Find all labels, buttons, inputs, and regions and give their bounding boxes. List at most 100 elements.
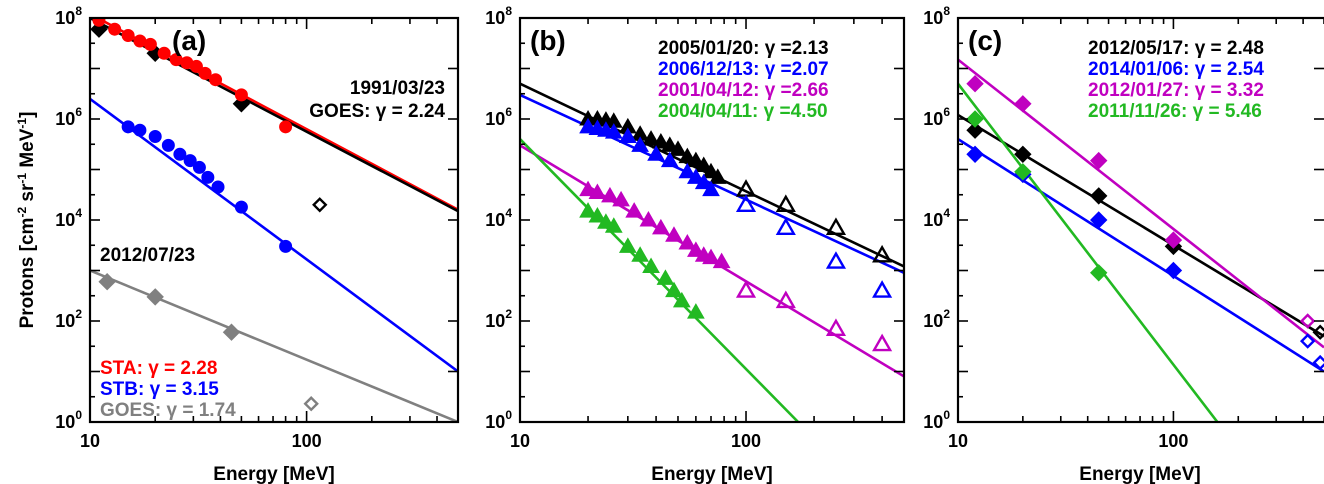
- panel-b-series-2-point: [660, 151, 679, 168]
- panel-a-series-3-point: [279, 239, 293, 253]
- panel-b-series-3-point: [687, 241, 705, 257]
- panel-c-series-2-open-point: [1312, 354, 1324, 371]
- panel-c-y-tick-label: 100: [923, 408, 950, 432]
- panel-c-series-3-point: [1164, 231, 1183, 249]
- panel-b-series-3-open-point: [775, 290, 796, 309]
- panel-b-series-2-point: [604, 123, 623, 139]
- panel-a-y-tick-label: 104: [55, 206, 82, 230]
- panel-a-series-3-point: [148, 130, 162, 144]
- panel-b-series-4-point: [604, 217, 623, 233]
- panel-a-series-2-point: [121, 29, 135, 43]
- panel-c-series-3-point: [966, 74, 984, 93]
- panel-c-series-3-open-point: [1299, 313, 1316, 329]
- panel-c-series-2-point: [966, 145, 984, 164]
- panel-b-series-1-point: [687, 151, 705, 168]
- panel-a-series-3-point: [121, 120, 135, 134]
- panel-a-series-3-point: [173, 147, 187, 161]
- panel-a-series-4-open-point: [303, 396, 319, 412]
- panel-b-series-4-point: [665, 281, 683, 298]
- panel-a-series-3-point: [234, 200, 248, 214]
- panel-b-series-2-open-point: [872, 280, 893, 298]
- panel-a-series-3-point: [211, 180, 225, 194]
- panel-b-series-4-point: [631, 246, 649, 262]
- panel-b-series-3-point: [625, 202, 644, 218]
- panel-a-series-4-point: [98, 272, 116, 291]
- panel-a-series-3-point: [192, 160, 206, 174]
- panel-c-series-4-point: [966, 110, 984, 128]
- panel-b-legend-4: 2004/04/11: γ =4.50: [658, 101, 828, 122]
- panel-b-series-2-open-point: [735, 194, 757, 212]
- panel-a-y-tick-label: 108: [55, 4, 82, 28]
- panel-b-series-1-point: [669, 140, 687, 156]
- panel-a-series-2-point: [198, 66, 212, 80]
- panel-b-series-2-point: [631, 136, 649, 152]
- panel-c-series-2-point: [1090, 211, 1108, 229]
- panel-c-x-tick-label: 10: [948, 431, 968, 451]
- panel-a-series-2-point: [108, 22, 122, 36]
- panel-b-series-4-point: [672, 291, 691, 308]
- panel-a-annotation-gamma: GOES: γ = 2.24: [309, 101, 445, 122]
- panel-c-series-1-open-point: [1312, 324, 1324, 340]
- panel-b-series-2-point: [647, 145, 665, 161]
- panel-b-series-2-point: [678, 162, 697, 179]
- panel-c-y-tick-label: 102: [923, 307, 950, 331]
- panel-b-series-1-open-point: [825, 217, 847, 236]
- panel-b-legend-2: 2006/12/13: γ =2.07: [658, 59, 829, 80]
- panel-c-x-tick-label: 100: [1158, 431, 1188, 451]
- panel-a-series-2-point: [234, 88, 248, 102]
- panel-b-series-1-open-point: [872, 244, 893, 263]
- panel-a-x-tick-label: 100: [292, 431, 322, 451]
- panel-a-series-1-open-point: [312, 197, 328, 213]
- y-axis-label: Protons [cm-2 sr-1 MeV-1]: [15, 112, 38, 329]
- panel-b-legend-1: 2005/01/20: γ =2.13: [658, 38, 829, 59]
- panel-b-y-tick-label: 100: [485, 408, 512, 432]
- panel-c-series-1-point: [1014, 145, 1032, 164]
- panel-b-series-4-point: [579, 202, 597, 218]
- panel-a-mid-annotation: 2012/07/23: [100, 245, 195, 266]
- panel-b-series-3-point: [652, 218, 670, 235]
- panel-c-legend-2: 2014/01/06: γ = 2.54: [1088, 59, 1264, 80]
- panel-b-series-3-point: [588, 183, 607, 200]
- panel-c-legend-3: 2012/01/27: γ = 3.32: [1088, 80, 1264, 101]
- panel-a-y-tick-label: 106: [55, 105, 82, 129]
- panel-b-series-1-point: [652, 133, 670, 149]
- panel-a-legend-sta: STA: γ = 2.28: [100, 358, 217, 379]
- panel-a-series-2-point: [92, 18, 106, 27]
- panel-b-series-4-point: [588, 206, 607, 223]
- panel-a-annotation-date: 1991/03/23: [350, 78, 445, 99]
- panel-a-series-3-point: [161, 138, 175, 152]
- panel-b-y-tick-label: 108: [485, 4, 512, 28]
- panel-b-y-tick-label: 102: [485, 307, 512, 331]
- panel-c-frame: [956, 16, 1324, 424]
- panel-c-series-4-point: [1090, 264, 1108, 282]
- panel-b-series-2-open-point: [775, 217, 796, 236]
- panel-b-series-2-point: [702, 180, 720, 197]
- panel-a-series-2-point: [189, 59, 203, 73]
- panel-c-series-1-point: [966, 121, 984, 139]
- panel-b-series-3-point: [702, 248, 720, 265]
- panel-c-y-tick-label: 108: [923, 4, 950, 28]
- panel-b-series-3-point: [712, 252, 731, 269]
- panel-c-y-tick-label: 106: [923, 105, 950, 129]
- panel-b-frame: [518, 16, 906, 424]
- panel-b-series-3-open-point: [872, 333, 893, 352]
- panel-a-series-4-point: [146, 288, 164, 306]
- panel-a-series-2-point: [209, 73, 223, 87]
- panel-c-series-4-point: [1014, 163, 1032, 181]
- panel-b-series-2-point: [618, 127, 637, 144]
- panel-c-x-label: Energy [MeV]: [1079, 464, 1200, 484]
- panel-b-series-2-point: [687, 168, 705, 184]
- panel-a-series-3-point: [201, 170, 215, 184]
- panel-b-x-label: Energy [MeV]: [651, 464, 772, 484]
- panel-c-y-tick-label: 104: [923, 206, 950, 230]
- panel-a-y-tick-label: 100: [55, 408, 82, 432]
- panel-a-y-tick-label: 102: [55, 307, 82, 331]
- panel-a-legend-stb: STB: γ = 3.15: [100, 379, 219, 400]
- panel-b-series-1-point: [642, 130, 660, 146]
- panel-a-series-2-point: [143, 37, 157, 51]
- panel-b-series-3-point: [579, 180, 597, 197]
- panel-b-series-4-point: [642, 257, 660, 274]
